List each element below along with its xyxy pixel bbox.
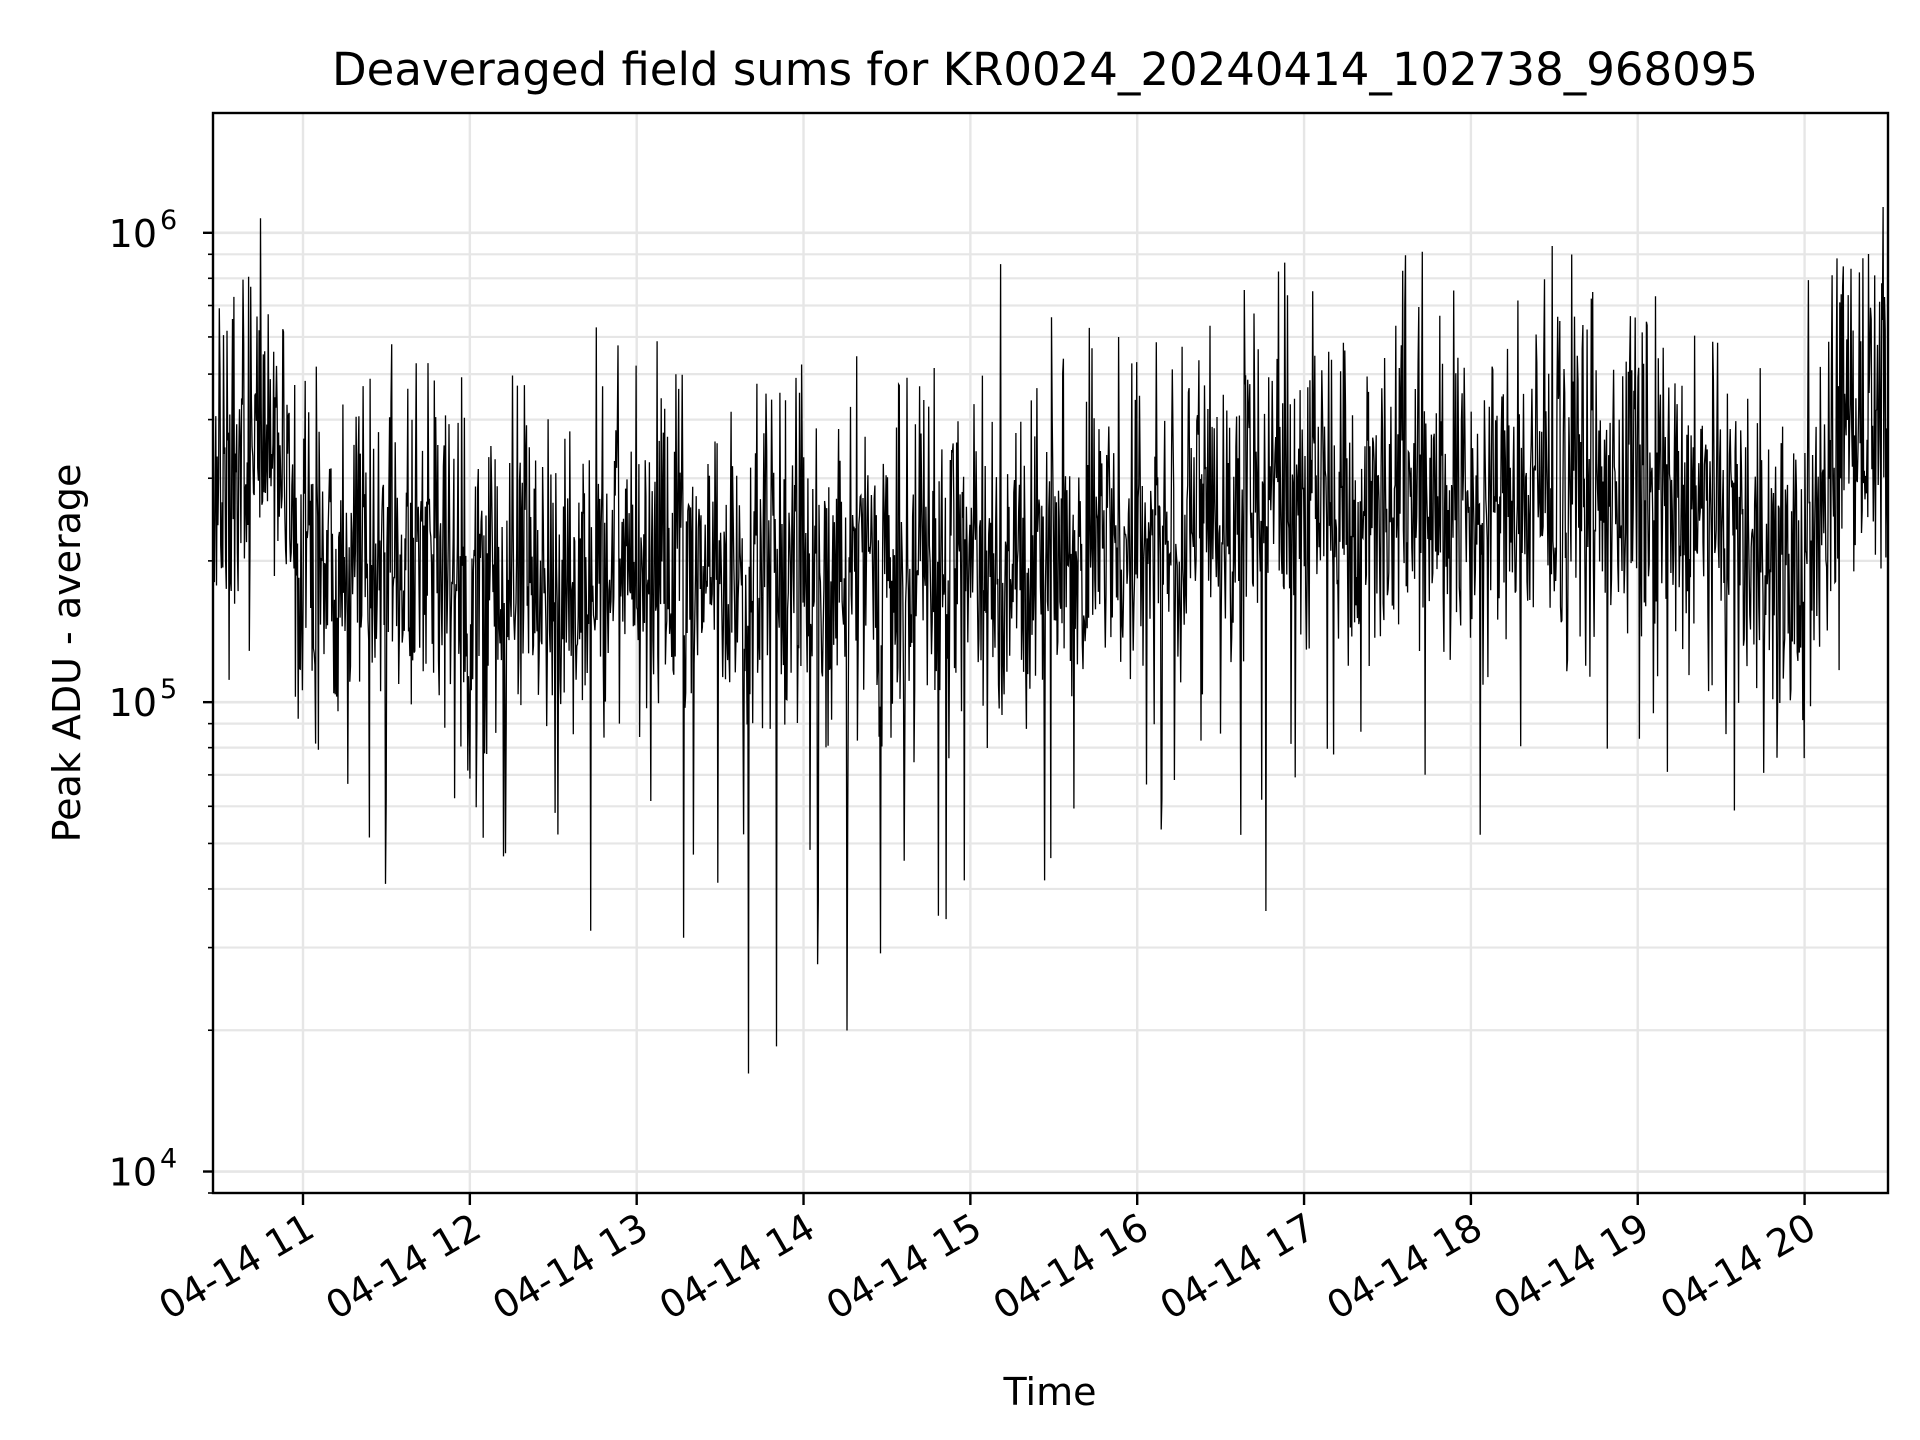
chart-title: Deaveraged field sums for KR0024_2024041… <box>332 43 1758 96</box>
y-tick-label-exponent: 6 <box>160 205 177 236</box>
y-tick-label: 10 <box>109 212 157 256</box>
y-tick-label: 10 <box>109 681 157 725</box>
x-axis-label: Time <box>1003 1370 1097 1414</box>
series-trace <box>212 206 1889 1074</box>
y-tick-label-exponent: 5 <box>160 674 177 705</box>
data-series-line <box>212 206 1889 1074</box>
plot-frame <box>211 111 1890 1195</box>
y-tick-label: 10 <box>109 1151 157 1195</box>
y-axis-label: Peak ADU - average <box>45 464 89 843</box>
y-tick-label-exponent: 4 <box>160 1144 177 1175</box>
